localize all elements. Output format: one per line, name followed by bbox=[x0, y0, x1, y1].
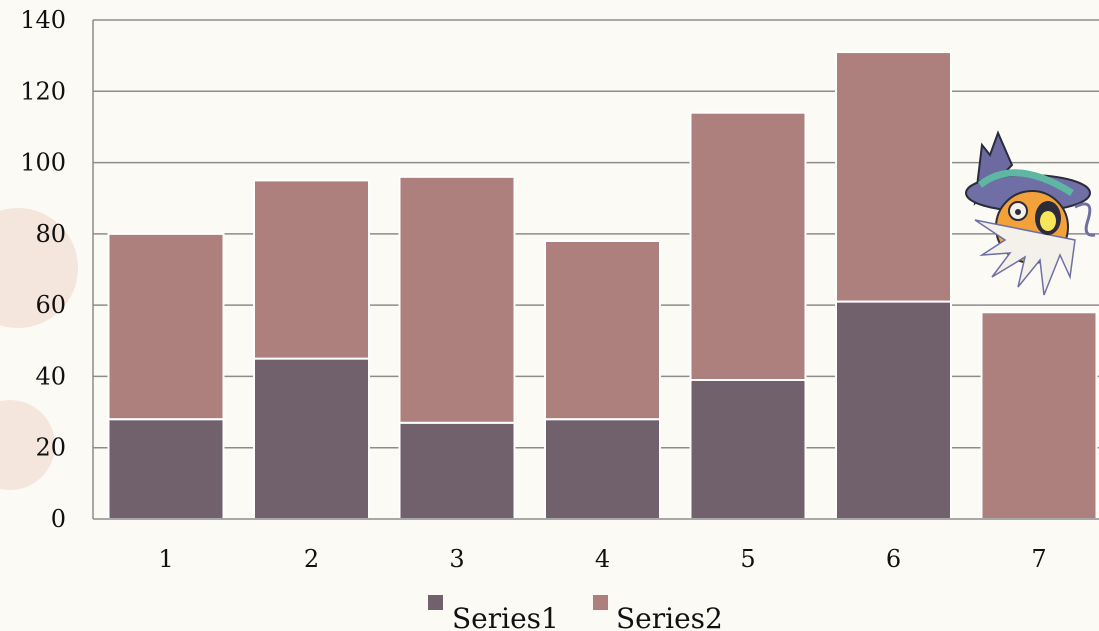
x-tick-label: 2 bbox=[304, 545, 319, 573]
x-axis-tick-labels: 1 2 3 4 5 6 7 bbox=[158, 545, 1046, 573]
decor-blob-bottom bbox=[0, 400, 55, 490]
x-tick-label: 7 bbox=[1031, 545, 1046, 573]
y-tick-label: 20 bbox=[35, 434, 66, 462]
bar-series2-cat-6 bbox=[835, 51, 952, 303]
legend-label-series1: Series1 bbox=[452, 602, 559, 631]
x-tick-label: 6 bbox=[886, 545, 901, 573]
y-tick-label: 0 bbox=[51, 505, 66, 533]
bar-series1-cat-2 bbox=[253, 357, 370, 520]
y-tick-label: 120 bbox=[20, 77, 66, 105]
bar-series2-cat-1 bbox=[107, 232, 225, 421]
y-tick-label: 100 bbox=[20, 149, 66, 177]
bar-series1-cat-3 bbox=[398, 421, 516, 520]
y-tick-label: 60 bbox=[35, 291, 66, 319]
bar-series2-cat-2 bbox=[253, 179, 370, 360]
bar-series2-cat-7 bbox=[980, 311, 1098, 520]
bar-series2-cat-5 bbox=[689, 111, 807, 381]
y-tick-label: 40 bbox=[35, 362, 66, 390]
axes bbox=[92, 20, 1099, 520]
x-tick-label: 5 bbox=[740, 545, 755, 573]
legend-swatch-series2 bbox=[593, 595, 608, 610]
legend-swatch-series1 bbox=[428, 595, 443, 610]
decor-blob-top bbox=[0, 208, 78, 328]
x-tick-label: 4 bbox=[595, 545, 610, 573]
legend-label-series2: Series2 bbox=[616, 602, 723, 631]
legend: Series1 Series2 bbox=[428, 595, 723, 631]
bar-series1-cat-1 bbox=[107, 418, 225, 521]
wizard-cat-icon bbox=[965, 130, 1096, 296]
y-tick-label: 80 bbox=[35, 220, 66, 248]
x-tick-label: 3 bbox=[449, 545, 464, 573]
bar-series2-cat-3 bbox=[398, 175, 516, 424]
y-tick-label: 140 bbox=[20, 6, 66, 34]
x-tick-label: 1 bbox=[158, 545, 173, 573]
y-axis-tick-labels: 0 20 40 60 80 100 120 140 bbox=[20, 6, 66, 533]
bar-series1-cat-4 bbox=[544, 418, 661, 521]
background-decoration bbox=[0, 208, 78, 490]
bar-series1-cat-6 bbox=[835, 300, 952, 521]
bar-series1-cat-5 bbox=[689, 378, 807, 520]
bars bbox=[107, 51, 1098, 521]
bar-series2-cat-4 bbox=[544, 239, 661, 421]
